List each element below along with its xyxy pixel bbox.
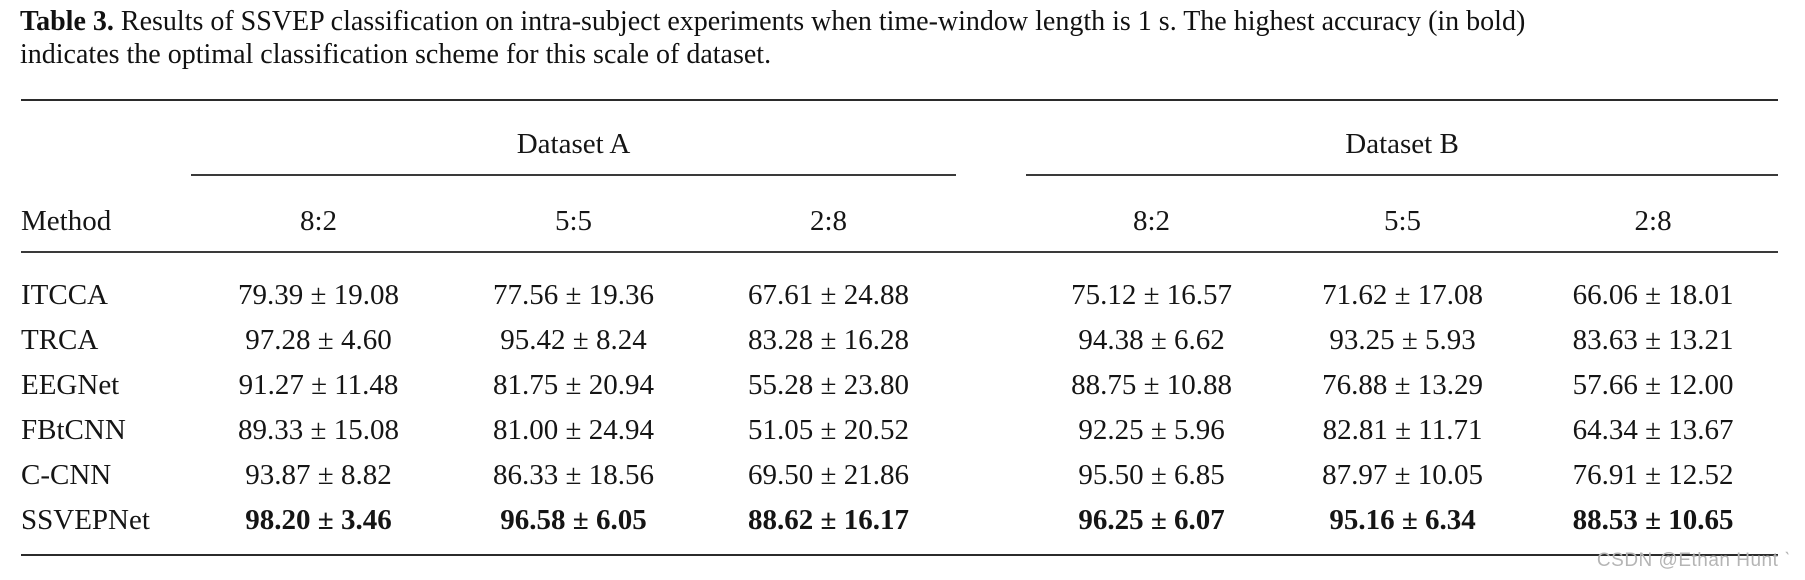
- column-header-row: Method 8:2 5:5 2:8 8:2 5:5 2:8: [21, 174, 1779, 253]
- value-cell: 88.75 ± 10.88: [1071, 368, 1232, 401]
- value-cell: 95.50 ± 6.85: [1078, 458, 1225, 491]
- value-cell: 92.25 ± 5.96: [1078, 413, 1225, 446]
- group-header-empty-cell: [21, 100, 191, 175]
- value-cell: 66.06 ± 18.01: [1572, 278, 1734, 311]
- watermark: CSDN @Ethan Hunt ˋ: [1596, 550, 1791, 571]
- value-cell: 83.63 ± 13.21: [1572, 323, 1734, 356]
- col-header-b-82: 8:2: [1026, 174, 1278, 253]
- row-spacer-cell: [956, 498, 1026, 555]
- value-cell: 98.20 ± 3.46: [245, 503, 392, 536]
- method-cell: EEGNet: [21, 368, 120, 401]
- group-header-row: Dataset A Dataset B: [21, 99, 1779, 176]
- value-cell: 64.34 ± 13.67: [1572, 413, 1734, 446]
- col-header-a-55: 5:5: [446, 174, 701, 253]
- value-cell: 96.25 ± 6.07: [1078, 503, 1225, 536]
- value-cell: 81.00 ± 24.94: [493, 413, 654, 446]
- value-cell: 71.62 ± 17.08: [1322, 278, 1483, 311]
- value-cell: 75.12 ± 16.57: [1071, 278, 1232, 311]
- value-cell: 97.28 ± 4.60: [245, 323, 392, 356]
- value-cell: 82.81 ± 11.71: [1322, 413, 1483, 446]
- col-header-b-28: 2:8: [1528, 174, 1779, 253]
- value-cell: 93.87 ± 8.82: [245, 458, 392, 491]
- value-cell: 55.28 ± 23.80: [748, 368, 909, 401]
- results-table: Dataset A Dataset B Method 8:2 5:5 2:8 8…: [21, 98, 1779, 556]
- table-row: C-CNN 93.87 ± 8.82 86.33 ± 18.56 69.50 ± 21…: [21, 453, 1778, 498]
- value-cell: 76.88 ± 13.29: [1322, 368, 1483, 401]
- col-header-spacer: [956, 174, 1027, 253]
- value-cell: 57.66 ± 12.00: [1572, 368, 1734, 401]
- method-cell: C-CNN: [21, 458, 112, 491]
- row-spacer-cell: [956, 408, 1026, 453]
- value-cell: 94.38 ± 6.62: [1078, 323, 1225, 356]
- value-cell: 88.53 ± 10.65: [1572, 503, 1734, 536]
- row-spacer-cell: [956, 252, 1026, 318]
- value-cell: 76.91 ± 12.52: [1572, 458, 1734, 491]
- row-spacer-cell: [956, 318, 1026, 363]
- caption-label: Table 3.: [20, 6, 114, 37]
- method-cell: FBtCNN: [21, 413, 126, 446]
- table-row: TRCA 97.28 ± 4.60 95.42 ± 8.24 83.28 ± 16.2…: [21, 318, 1778, 363]
- row-spacer-cell: [956, 453, 1026, 498]
- group-gap: [956, 100, 1026, 175]
- table-row: ITCCA 79.39 ± 19.08 77.56 ± 19.36 67.61 ± 2…: [21, 252, 1778, 318]
- table-row: SSVEPNet 98.20 ± 3.46 96.58 ± 6.05 88.62 ± …: [21, 498, 1778, 555]
- value-cell: 69.50 ± 21.86: [748, 458, 909, 491]
- value-cell: 81.75 ± 20.94: [493, 368, 654, 401]
- value-cell: 77.56 ± 19.36: [493, 278, 654, 311]
- table-row: FBtCNN 89.33 ± 15.08 81.00 ± 24.94 51.05 ± …: [21, 408, 1778, 453]
- value-cell: 89.33 ± 15.08: [238, 413, 399, 446]
- value-cell: 79.39 ± 19.08: [238, 278, 399, 311]
- col-header-a-28: 2:8: [701, 174, 957, 253]
- col-header-b-55: 5:5: [1277, 174, 1529, 253]
- group-header-dataset-a: Dataset A: [191, 99, 957, 176]
- group-header-dataset-b: Dataset B: [1026, 99, 1779, 176]
- value-cell: 95.42 ± 8.24: [500, 323, 647, 356]
- method-cell: ITCCA: [21, 278, 108, 311]
- value-cell: 83.28 ± 16.28: [748, 323, 909, 356]
- col-header-a-82: 8:2: [191, 174, 446, 253]
- table-row: EEGNet 91.27 ± 11.48 81.75 ± 20.94 55.28 ± …: [21, 363, 1778, 408]
- method-column-header: Method: [21, 174, 191, 253]
- caption-text: Results of SSVEP classification on intra…: [20, 6, 1526, 70]
- value-cell: 93.25 ± 5.93: [1329, 323, 1476, 356]
- table-caption: Table 3. Results of SSVEP classification…: [20, 6, 1580, 72]
- value-cell: 86.33 ± 18.56: [493, 458, 654, 491]
- method-cell: SSVEPNet: [21, 503, 150, 536]
- value-cell: 87.97 ± 10.05: [1322, 458, 1483, 491]
- row-spacer-cell: [956, 363, 1026, 408]
- value-cell: 91.27 ± 11.48: [238, 368, 399, 401]
- value-cell: 96.58 ± 6.05: [500, 503, 647, 536]
- value-cell: 88.62 ± 16.17: [748, 503, 909, 536]
- value-cell: 67.61 ± 24.88: [748, 278, 909, 311]
- paper-table-figure: Table 3. Results of SSVEP classification…: [0, 6, 1805, 580]
- method-cell: TRCA: [21, 323, 99, 356]
- value-cell: 95.16 ± 6.34: [1329, 503, 1476, 536]
- value-cell: 51.05 ± 20.52: [748, 413, 909, 446]
